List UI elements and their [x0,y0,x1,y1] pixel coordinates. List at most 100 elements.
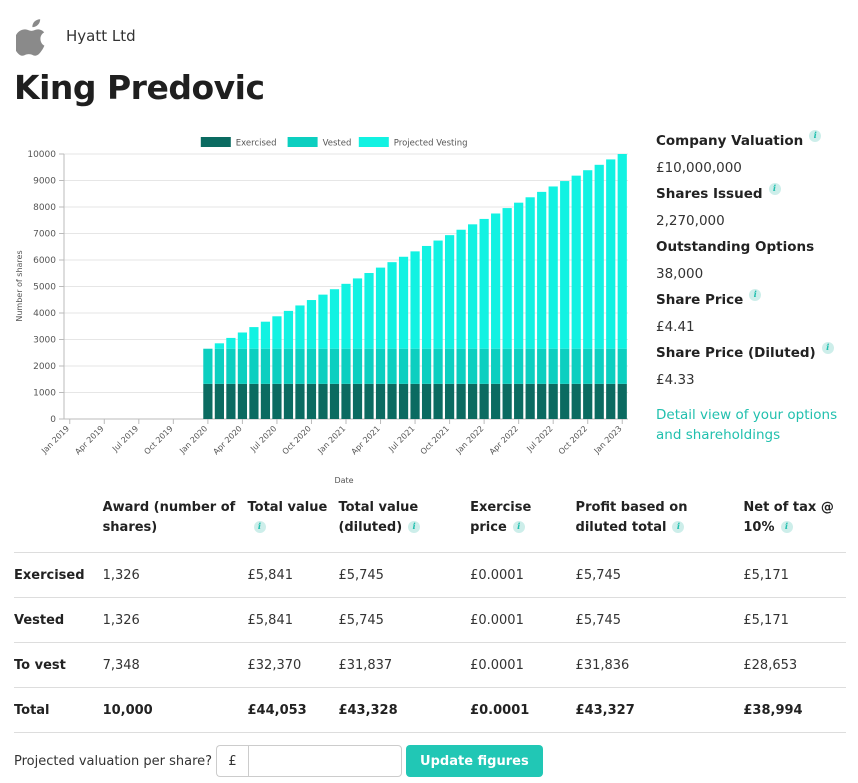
column-header: Total value i [247,490,339,553]
column-header-label: Award (number of shares) [102,500,236,535]
table-cell: £5,745 [338,597,471,643]
bar-vested [318,348,328,384]
table-cell: £0.0001 [470,642,576,688]
bar-projected-vesting [548,186,558,349]
stat-value-shares-issued: 2,270,000 [656,212,725,229]
bar-exercised [329,383,340,419]
detail-view-link[interactable]: Detail view of your options and sharehol… [656,407,838,443]
info-icon[interactable]: i [408,521,421,533]
info-icon[interactable]: i [512,521,525,533]
bar-exercised [341,383,351,419]
table-cell: £44,053 [247,687,339,733]
table-cell: £5,171 [743,597,846,643]
bar-vested [525,348,535,384]
column-header: Award (number of shares) [102,490,248,553]
row-label: Exercised [14,552,103,598]
info-icon[interactable]: i [821,342,834,354]
x-tick-label: Oct 2019 [142,424,174,456]
y-tick-label: 2000 [33,362,56,372]
x-tick-label: Jan 2019 [39,424,71,456]
y-axis-title: Number of shares [15,250,24,321]
bar-exercised [352,383,363,419]
bar-exercised [444,383,455,419]
bar-exercised [260,383,271,419]
table-cell: 10,000 [102,687,248,733]
update-figures-button[interactable]: Update figures [406,745,543,777]
x-tick-label: Jan 2022 [454,424,486,456]
bar-vested [606,348,616,384]
row-label: To vest [14,642,103,688]
column-header-label: Total value [247,500,328,515]
bar-projected-vesting [433,240,443,349]
bar-vested [387,348,397,384]
bar-projected-vesting [444,235,455,349]
bar-vested [491,348,501,384]
bar-exercised [306,383,317,419]
bar-exercised [433,383,443,419]
bar-exercised [583,383,593,419]
legend-item[interactable]: Vested [287,137,352,149]
table-cell: 1,326 [102,597,248,643]
bar-vested [226,348,236,384]
info-icon[interactable]: i [672,521,685,533]
x-tick-label: Apr 2022 [488,424,520,456]
x-tick-label: Apr 2021 [350,424,382,456]
bar-projected-vesting [364,273,374,349]
stat-label-share-price-diluted: Share Price (Diluted) i [656,340,852,366]
stats-panel: Company Valuation i £10,000,000 Shares Issu… [656,128,852,445]
info-icon[interactable]: i [253,521,266,533]
bar-exercised [617,383,627,419]
legend-item[interactable]: Projected Vesting [358,137,468,149]
header: Hyatt Ltd [16,16,136,56]
row-label: Total [14,687,103,733]
info-icon[interactable]: i [749,289,762,301]
apple-icon [16,19,45,56]
bar-projected-vesting [249,327,259,349]
bar-vested [421,348,432,384]
bar-exercised [318,383,328,419]
bar-exercised [548,383,558,419]
bar-exercised [479,383,489,419]
valuation-input[interactable] [248,745,403,777]
bar-exercised [502,383,512,419]
table-cell: £5,745 [338,552,471,598]
bar-projected-vesting [491,213,501,349]
awards-table: Award (number of shares) Total valuei Tota… [14,490,846,733]
legend-swatch [358,137,389,147]
legend-label: Vested [323,139,352,149]
bar-exercised [606,383,616,419]
legend-item[interactable]: Exercised [200,137,277,149]
bar-vested [537,348,547,384]
column-header-label: Profit based on diluted total [575,500,688,535]
bar-projected-vesting [283,310,294,349]
bar-exercised [398,383,409,419]
bar-projected-vesting [226,337,236,349]
bar-exercised [537,383,547,419]
bar-exercised [237,383,248,419]
info-icon[interactable]: i [780,521,793,533]
bar-exercised [514,383,524,419]
stat-value-share-price-diluted: £4.33 [656,371,695,388]
column-header: Net of tax @ 10% i [743,490,846,553]
y-tick-label: 3000 [33,336,56,346]
stat-label-share-price: Share Price i [656,287,852,313]
column-header: Exercise price i [470,490,576,553]
bar-projected-vesting [237,332,248,349]
currency-prefix: £ [216,745,249,777]
stat-value-outstanding-options: 38,000 [656,265,704,282]
legend-swatch [200,137,231,147]
info-icon[interactable]: i [809,130,822,142]
stat-label-text: Outstanding Options [656,239,815,255]
bar-projected-vesting [329,289,340,349]
bar-vested [468,348,478,384]
table-cell: £43,327 [575,687,744,733]
page-title: King Predovic [14,68,265,107]
info-icon[interactable]: i [768,183,781,195]
table-body: Exercised 1,326 £5,841 £5,745 £0.0001 £5,745 £… [14,552,846,733]
table-cell: £5,745 [575,552,744,598]
table-row: Exercised 1,326 £5,841 £5,745 £0.0001 £5,745 £… [14,552,846,598]
x-tick-label: Oct 2021 [419,424,451,456]
bar-projected-vesting [306,300,317,349]
legend-label: Exercised [236,139,277,149]
x-tick-label: Jan 2020 [177,424,209,456]
